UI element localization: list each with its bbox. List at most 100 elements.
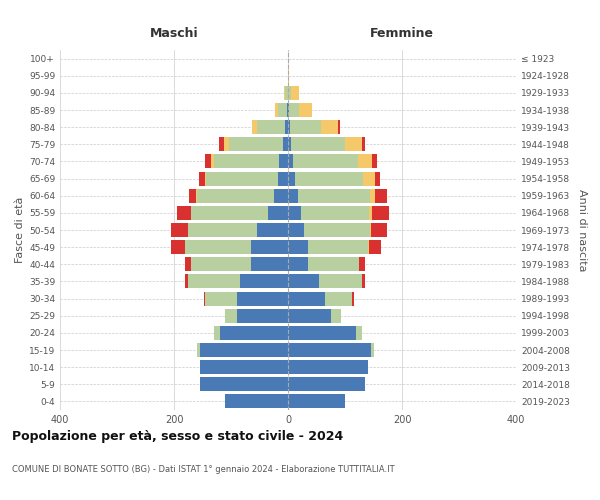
Bar — [288, 308, 331, 322]
Bar — [356, 326, 362, 340]
Bar — [224, 138, 229, 151]
Bar — [171, 223, 188, 237]
Bar — [298, 188, 370, 202]
Bar — [288, 172, 295, 185]
Bar — [288, 292, 325, 306]
Bar — [308, 240, 368, 254]
Bar — [369, 240, 382, 254]
Bar — [251, 240, 288, 254]
Bar — [289, 103, 299, 117]
Bar — [200, 343, 288, 357]
Bar — [370, 188, 375, 202]
Bar — [291, 86, 299, 100]
Bar — [203, 292, 205, 306]
Bar — [185, 240, 251, 254]
Bar — [274, 188, 288, 202]
Bar — [362, 138, 365, 151]
Bar — [338, 120, 340, 134]
Bar — [219, 138, 224, 151]
Bar — [374, 172, 380, 185]
Bar — [301, 206, 369, 220]
Bar — [257, 223, 288, 237]
Bar — [185, 258, 191, 272]
Bar — [375, 188, 386, 202]
Bar — [288, 343, 371, 357]
Bar — [280, 154, 288, 168]
Bar — [368, 240, 369, 254]
Bar — [236, 308, 288, 322]
Bar — [226, 394, 288, 408]
Bar — [288, 240, 308, 254]
Bar — [372, 206, 389, 220]
Bar — [205, 172, 206, 185]
Bar — [295, 172, 363, 185]
Bar — [220, 326, 288, 340]
Bar — [285, 120, 288, 134]
Bar — [288, 154, 293, 168]
Bar — [283, 138, 288, 151]
Bar — [214, 154, 280, 168]
Bar — [325, 292, 352, 306]
Bar — [287, 103, 288, 117]
Bar — [278, 103, 287, 117]
Bar — [275, 103, 278, 117]
Bar — [196, 188, 197, 202]
Bar — [288, 326, 356, 340]
Bar — [251, 258, 288, 272]
Text: COMUNE DI BONATE SOTTO (BG) - Dati ISTAT 1° gennaio 2024 - Elaborazione TUTTITAL: COMUNE DI BONATE SOTTO (BG) - Dati ISTAT… — [12, 465, 395, 474]
Bar — [288, 394, 345, 408]
Bar — [268, 206, 288, 220]
Bar — [229, 138, 283, 151]
Bar — [288, 360, 368, 374]
Bar — [200, 378, 288, 392]
Bar — [293, 154, 358, 168]
Bar — [362, 274, 365, 288]
Bar — [358, 154, 373, 168]
Bar — [200, 360, 288, 374]
Bar — [370, 223, 371, 237]
Bar — [308, 258, 359, 272]
Bar — [188, 274, 239, 288]
Bar — [214, 326, 220, 340]
Bar — [199, 172, 205, 185]
Bar — [288, 120, 290, 134]
Bar — [188, 223, 257, 237]
Bar — [288, 188, 298, 202]
Bar — [288, 378, 365, 392]
Bar — [321, 120, 338, 134]
Bar — [352, 292, 353, 306]
Bar — [288, 206, 301, 220]
Bar — [371, 223, 387, 237]
Bar — [197, 188, 274, 202]
Bar — [211, 154, 214, 168]
Bar — [288, 86, 291, 100]
Bar — [299, 103, 312, 117]
Bar — [278, 172, 288, 185]
Bar — [290, 120, 321, 134]
Bar — [284, 86, 285, 100]
Bar — [288, 103, 289, 117]
Bar — [171, 240, 185, 254]
Bar — [373, 154, 377, 168]
Bar — [205, 292, 236, 306]
Bar — [191, 206, 268, 220]
Bar — [185, 274, 188, 288]
Bar — [288, 274, 319, 288]
Bar — [257, 120, 285, 134]
Bar — [288, 258, 308, 272]
Bar — [319, 274, 362, 288]
Bar — [252, 120, 257, 134]
Bar — [288, 68, 289, 82]
Text: Popolazione per età, sesso e stato civile - 2024: Popolazione per età, sesso e stato civil… — [12, 430, 343, 443]
Bar — [236, 292, 288, 306]
Bar — [206, 172, 278, 185]
Text: Femmine: Femmine — [370, 26, 434, 40]
Bar — [345, 138, 362, 151]
Bar — [226, 308, 236, 322]
Y-axis label: Fasce di età: Fasce di età — [15, 197, 25, 263]
Bar — [359, 258, 365, 272]
Bar — [197, 343, 200, 357]
Bar — [191, 258, 251, 272]
Bar — [304, 223, 370, 237]
Bar — [288, 138, 291, 151]
